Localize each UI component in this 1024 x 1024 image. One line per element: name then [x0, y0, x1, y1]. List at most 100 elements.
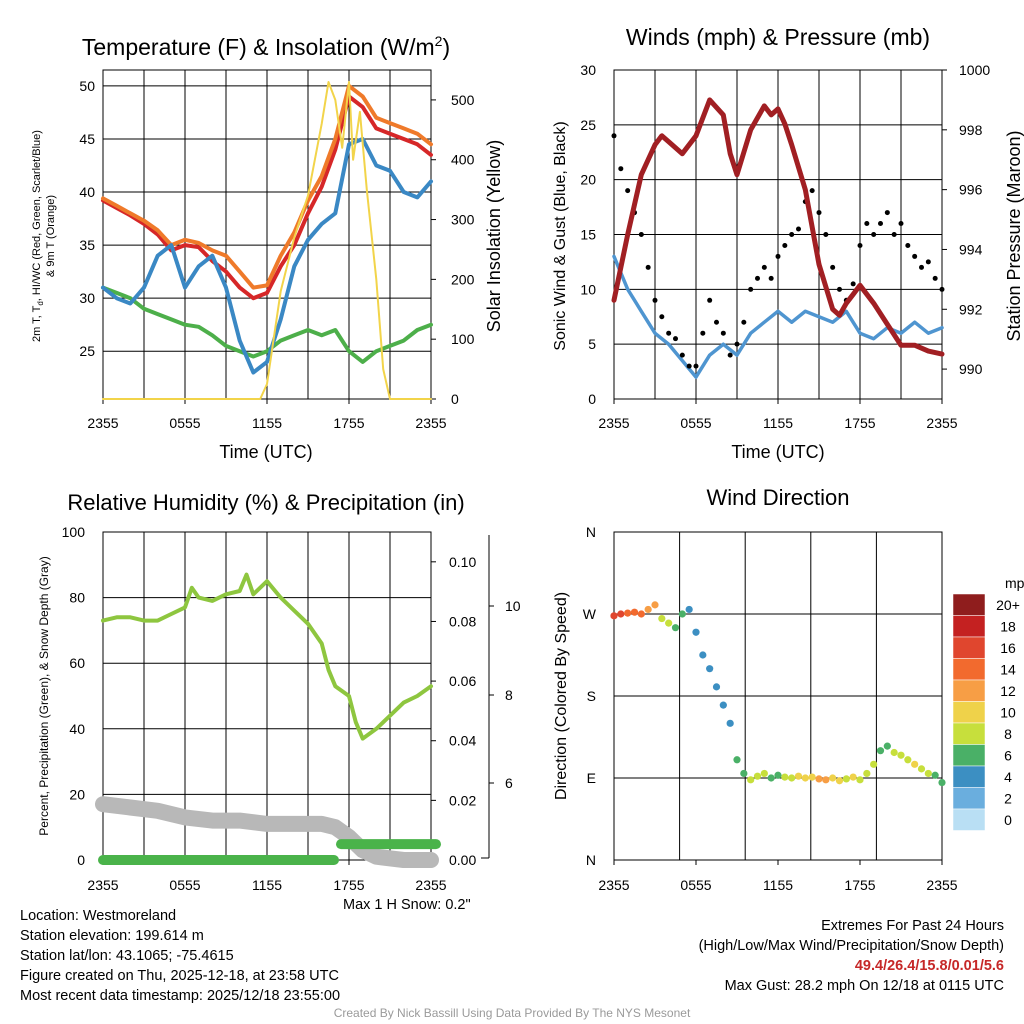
series-solar [102, 81, 432, 400]
rh-y-tick: 100 [62, 524, 86, 540]
gust-point [727, 352, 733, 358]
solar-y-tick: 100 [451, 331, 475, 347]
x-tick-label: 1755 [333, 415, 364, 431]
wind-direction-panel: Wind Direction Direction (Colored By Spe… [553, 485, 1024, 893]
direction-point [678, 610, 686, 618]
gust-point [884, 210, 890, 216]
wind-direction-title: Wind Direction [706, 485, 849, 510]
x-tick-label: 0555 [169, 877, 200, 893]
direction-point [706, 665, 714, 673]
gust-point [741, 319, 747, 325]
credit-line: Created By Nick Bassill Using Data Provi… [333, 1006, 691, 1020]
extremes-info: Extremes For Past 24 Hours (High/Low/Max… [699, 916, 1004, 996]
dir-y-tick: S [587, 688, 596, 704]
gust-point [857, 242, 863, 248]
wind-y-tick: 20 [580, 172, 596, 188]
gust-point [837, 286, 842, 292]
direction-point [719, 701, 727, 709]
dir-y-tick: N [586, 524, 596, 540]
gust-point [720, 330, 726, 336]
gust-point [714, 319, 719, 325]
gust-point [659, 314, 665, 320]
legend-label: 2 [1004, 791, 1012, 807]
direction-point [876, 747, 885, 755]
snow-y-tick: 8 [505, 687, 513, 703]
legend-label: 18 [1000, 619, 1016, 635]
info-created: Figure created on Thu, 2025-12-18, at 23… [20, 968, 339, 984]
solar-ylabel: Solar Insolation (Yellow) [484, 140, 504, 332]
direction-point [630, 608, 639, 616]
x-tick-label: 1155 [252, 877, 282, 893]
direction-point [842, 775, 850, 783]
gust-point [755, 275, 760, 281]
legend-label: 6 [1004, 748, 1012, 764]
x-tick-label: 0555 [169, 415, 200, 431]
direction-point [733, 756, 741, 764]
legend-swatch [952, 765, 986, 788]
gust-point [700, 330, 706, 336]
direction-point [904, 756, 912, 764]
pressure-ylabel: Station Pressure (Maroon) [1004, 130, 1024, 341]
rh-line [101, 572, 433, 741]
direction-point [685, 605, 693, 614]
gust-point [761, 264, 767, 270]
direction-point [856, 776, 864, 784]
winds-title: Winds (mph) & Pressure (mb) [626, 24, 930, 50]
rh-y-tick: 80 [69, 590, 85, 606]
rh-y-tick: 60 [69, 655, 85, 671]
temp-y-tick: 45 [79, 131, 95, 147]
series-td [101, 285, 433, 364]
snow-max-label: Max 1 H Snow: 0.2" [343, 897, 471, 913]
pressure-y-tick: 994 [959, 241, 983, 257]
info-elevation: Station elevation: 199.614 m [20, 928, 204, 944]
info-latlon: Station lat/lon: 43.1065; -75.4615 [20, 948, 234, 964]
dir-y-tick: W [583, 606, 597, 622]
legend-swatch [952, 701, 986, 724]
direction-point [931, 771, 939, 779]
gust-point [919, 264, 924, 270]
gust-point [666, 330, 672, 336]
gust-point [912, 253, 918, 259]
snow-y-tick: 10 [505, 598, 521, 614]
direction-point [671, 624, 680, 632]
legend-swatch [952, 615, 986, 638]
direction-point [624, 609, 632, 617]
legend-swatch [952, 744, 986, 767]
gust-point [816, 210, 822, 216]
humidity-ylabel: Percent, Precipitation (Green), & Snow D… [37, 556, 51, 835]
solar-y-tick: 0 [451, 391, 459, 407]
legend-title: mph [1005, 575, 1024, 591]
gust-point [939, 286, 945, 292]
direction-point [911, 760, 919, 768]
gust-point [611, 133, 617, 139]
gust-point [645, 264, 651, 270]
temperature-xlabel: Time (UTC) [219, 442, 312, 462]
temp-y-tick: 50 [79, 78, 95, 94]
wind-y-tick: 5 [588, 336, 596, 352]
temp-y-tick: 25 [79, 343, 95, 359]
rh-y-tick: 20 [69, 786, 85, 802]
x-tick-label: 1755 [844, 415, 875, 431]
direction-point [767, 774, 775, 782]
direction-point [692, 628, 700, 636]
direction-point [760, 769, 768, 778]
direction-point [897, 751, 905, 759]
direction-point [801, 774, 809, 782]
direction-point [808, 773, 816, 781]
gust-point [734, 341, 740, 347]
dir-y-tick: N [586, 852, 596, 868]
direction-point [870, 760, 878, 768]
direction-point [815, 775, 823, 783]
pressure-y-tick: 1000 [959, 62, 990, 78]
direction-point [835, 777, 844, 785]
direction-point [644, 605, 652, 614]
gust-point [707, 297, 713, 303]
wind-y-tick: 0 [588, 391, 596, 407]
direction-point [658, 614, 666, 623]
dir-y-tick: E [587, 770, 596, 786]
direction-point [781, 773, 789, 781]
temp-y-tick: 30 [79, 290, 95, 306]
gust-point [652, 297, 658, 303]
gust-point [830, 264, 836, 270]
